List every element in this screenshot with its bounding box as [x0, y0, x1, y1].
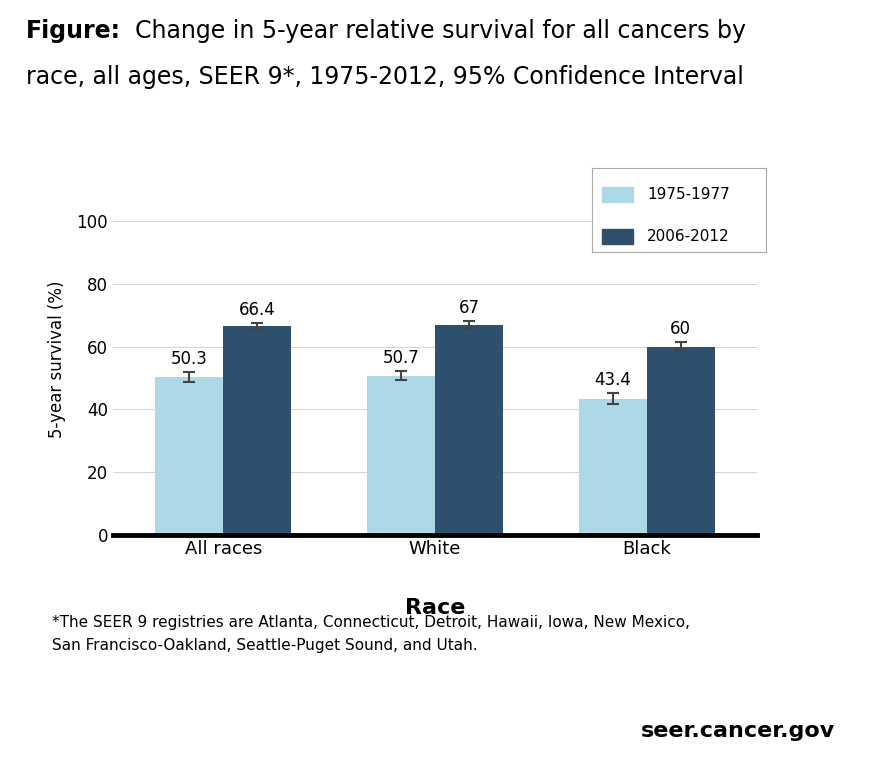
Bar	[646, 347, 713, 535]
Bar	[367, 376, 434, 535]
Bar	[434, 325, 502, 535]
Text: 1975-1977: 1975-1977	[647, 186, 729, 202]
Bar	[579, 399, 646, 535]
Text: 43.4: 43.4	[594, 371, 631, 389]
Text: Change in 5-year relative survival for all cancers by: Change in 5-year relative survival for a…	[135, 19, 745, 43]
Text: 67: 67	[458, 299, 479, 317]
Bar	[601, 228, 633, 244]
Text: race, all ages, SEER 9*, 1975-2012, 95% Confidence Interval: race, all ages, SEER 9*, 1975-2012, 95% …	[26, 65, 743, 89]
Text: seer.cancer.gov: seer.cancer.gov	[640, 721, 834, 741]
Text: *The SEER 9 registries are Atlanta, Connecticut, Detroit, Hawaii, Iowa, New Mexi: *The SEER 9 registries are Atlanta, Conn…	[52, 615, 689, 630]
Bar	[601, 186, 633, 202]
Text: 50.7: 50.7	[382, 349, 419, 367]
Bar	[156, 377, 223, 535]
Text: 2006-2012: 2006-2012	[647, 228, 729, 244]
Text: San Francisco-Oakland, Seattle-Puget Sound, and Utah.: San Francisco-Oakland, Seattle-Puget Sou…	[52, 638, 477, 653]
Y-axis label: 5-year survival (%): 5-year survival (%)	[48, 280, 65, 438]
Text: 60: 60	[669, 320, 690, 338]
Text: Figure:: Figure:	[26, 19, 121, 43]
Text: 50.3: 50.3	[170, 351, 208, 368]
Bar	[223, 326, 290, 535]
Text: Race: Race	[404, 598, 465, 618]
Text: 66.4: 66.4	[238, 301, 275, 319]
